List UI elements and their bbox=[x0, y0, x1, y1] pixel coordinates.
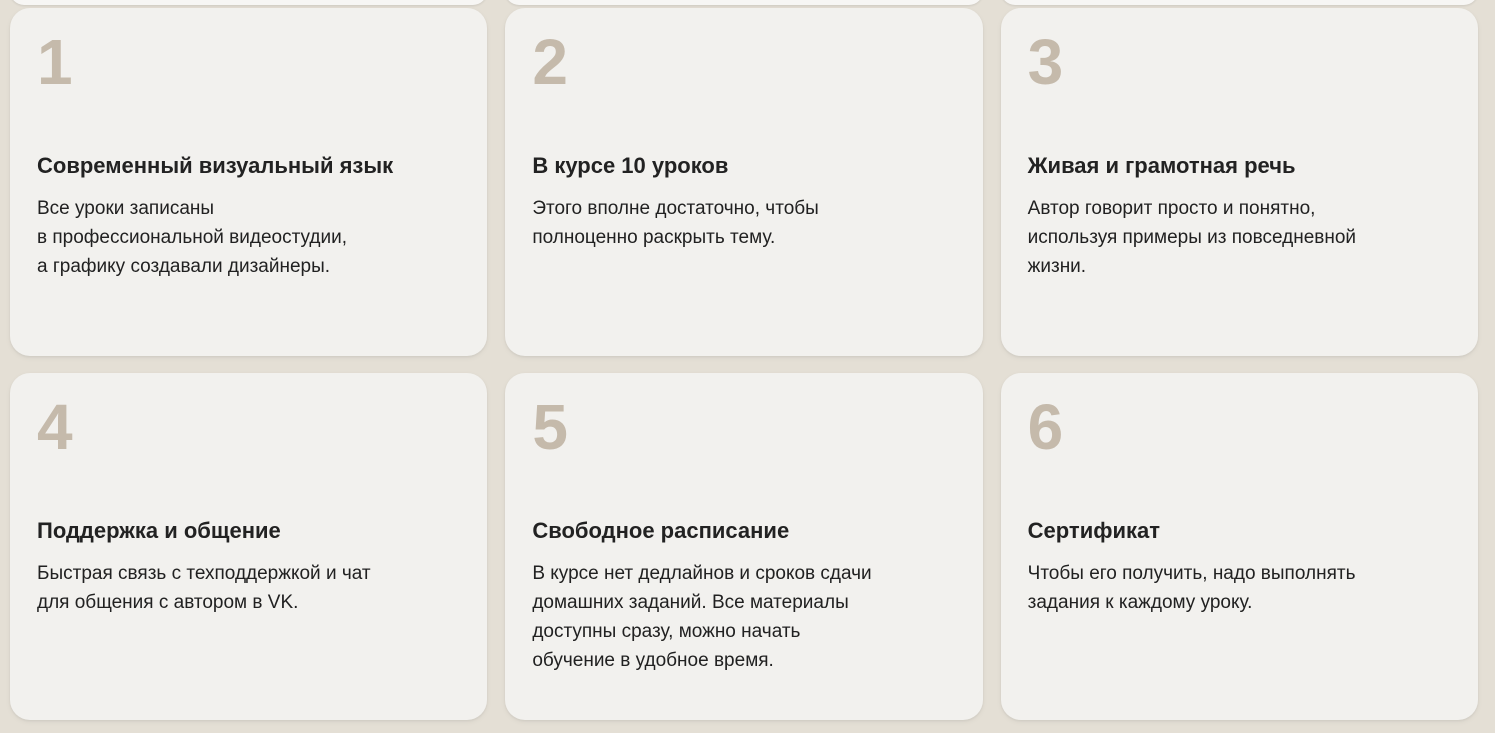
card-text: Быстрая связь с техподдержкой и чат для … bbox=[37, 562, 371, 613]
card-number: 6 bbox=[1027, 390, 1064, 463]
card-text: Этого вполне достаточно, чтобы полноценн… bbox=[532, 198, 819, 248]
card-number: 2 bbox=[532, 26, 568, 98]
card-number: 1 bbox=[37, 26, 73, 98]
card-text: Все уроки записаны в профессиональной ви… bbox=[37, 198, 347, 277]
previous-card-bottom-edge bbox=[505, 0, 983, 5]
feature-card-1: 1 Современный визуальный язык Все уроки … bbox=[10, 8, 488, 356]
card-text: В курсе нет дедлайнов и сроков сдачи дом… bbox=[532, 562, 872, 671]
previous-card-bottom-edge bbox=[1000, 0, 1478, 5]
card-title: Поддержка и общение bbox=[37, 517, 281, 543]
feature-card-6: 6 Сертификат Чтобы его получить, надо вы… bbox=[1000, 372, 1478, 720]
card-number: 3 bbox=[1027, 26, 1064, 98]
card-number: 4 bbox=[37, 390, 73, 463]
card-title: Свободное расписание bbox=[532, 517, 790, 543]
card-text: Автор говорит просто и понятно, использу… bbox=[1027, 198, 1357, 277]
feature-card-2: 2 В курсе 10 уроков Этого вполне достато… bbox=[505, 8, 983, 356]
card-number: 5 bbox=[532, 390, 568, 463]
card-title: В курсе 10 уроков bbox=[532, 153, 729, 178]
card-title: Живая и грамотная речь bbox=[1027, 153, 1296, 178]
feature-card-3: 3 Живая и грамотная речь Автор говорит п… bbox=[1000, 8, 1478, 356]
card-title: Современный визуальный язык bbox=[37, 153, 394, 178]
card-title: Сертификат bbox=[1027, 517, 1161, 543]
feature-card-5: 5 Свободное расписание В курсе нет дедла… bbox=[505, 372, 983, 720]
feature-card-4: 4 Поддержка и общение Быстрая связь с те… bbox=[10, 372, 488, 720]
card-text: Чтобы его получить, надо выполнять задан… bbox=[1027, 562, 1356, 613]
previous-card-bottom-edge bbox=[10, 0, 488, 5]
previous-card-row-edge bbox=[10, 0, 1478, 5]
feature-card-grid: 1 Современный визуальный язык Все уроки … bbox=[10, 8, 1478, 720]
